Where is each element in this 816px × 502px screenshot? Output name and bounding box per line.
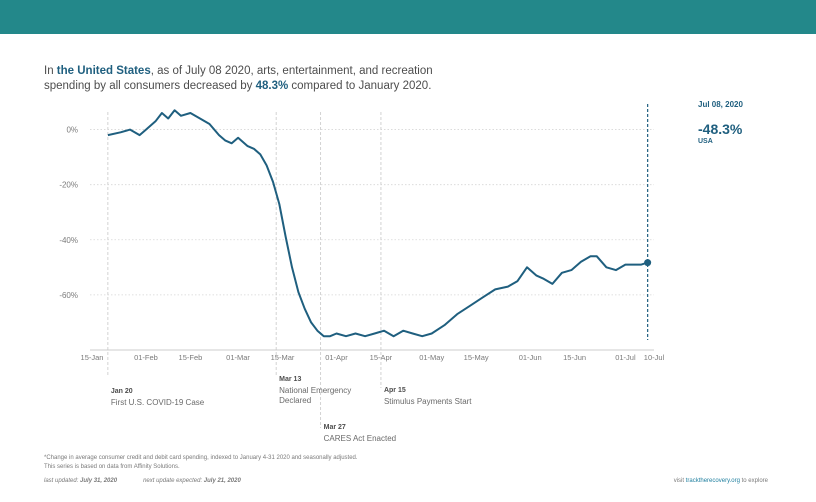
event-date: Mar 13: [279, 376, 302, 383]
x-tick-label: 15-May: [464, 353, 489, 362]
x-tick-label: 01-Apr: [325, 353, 348, 362]
headline-percent: 48.3%: [255, 80, 289, 92]
event-label: Stimulus Payments Start: [383, 397, 472, 406]
headline-location: the United States: [56, 65, 151, 77]
x-tick-label: 01-May: [419, 353, 444, 362]
header-band: [0, 0, 816, 34]
x-tick-label: 01-Jun: [519, 353, 542, 362]
x-tick-label: 01-Feb: [134, 353, 158, 362]
series-end-point: [644, 259, 652, 267]
headline: In the United States, as of July 08 2020…: [44, 65, 433, 92]
x-tick-label: 10-Jul: [644, 353, 665, 362]
event-label: CARES Act Enacted: [323, 434, 397, 443]
x-tick-label: 15-Jan: [81, 353, 104, 362]
callout-value: -48.3%: [698, 121, 743, 137]
x-tick-label: 01-Jul: [615, 353, 636, 362]
callout-date: Jul 08, 2020: [698, 100, 743, 109]
y-tick-label: 0%: [66, 126, 78, 135]
x-tick-label: 15-Mar: [271, 353, 295, 362]
event-date: Jan 20: [110, 388, 133, 395]
event-date: Apr 15: [383, 387, 406, 394]
y-tick-label: -20%: [59, 181, 78, 190]
callout-label: USA: [698, 138, 713, 145]
y-tick-label: -40%: [59, 236, 78, 245]
series-line: [107, 109, 648, 338]
y-tick-label: -60%: [59, 291, 78, 300]
event-date: Mar 27: [323, 424, 346, 431]
visit-link[interactable]: tracktherecovery.org: [685, 478, 740, 484]
event-label: First U.S. COVID-19 Case: [110, 398, 205, 407]
x-tick-label: 15-Feb: [179, 353, 203, 362]
event-label: National Emergency Declared: [279, 386, 352, 405]
footnote: *Change in average consumer credit and d…: [44, 455, 358, 470]
update-info: last updated: July 31, 2020 next update e…: [44, 478, 241, 484]
visit-text: visit tracktherecovery.org to explore: [673, 478, 768, 484]
x-tick-label: 15-Jun: [563, 353, 586, 362]
x-tick-label: 01-Mar: [226, 353, 250, 362]
